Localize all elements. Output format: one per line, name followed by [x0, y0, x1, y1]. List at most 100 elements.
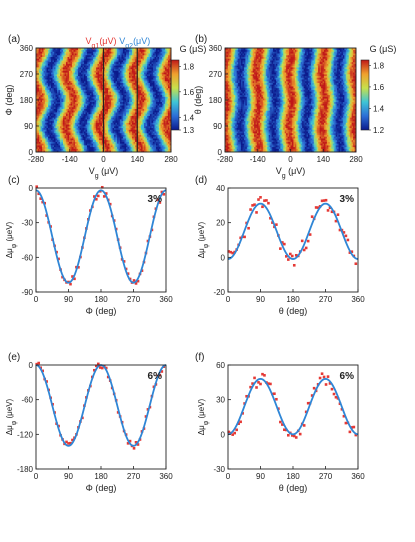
heatmap-cell	[109, 74, 112, 77]
heatmap-cell	[69, 145, 71, 148]
heatmap-cell	[97, 98, 100, 101]
heatmap-cell	[96, 68, 98, 71]
heatmap-cell	[37, 87, 40, 90]
heatmap-cell	[154, 106, 157, 109]
heatmap-cell	[132, 70, 134, 73]
heatmap-cell	[145, 127, 148, 130]
heatmap-cell	[160, 138, 163, 141]
heatmap-cell	[93, 77, 95, 80]
heatmap-cell	[130, 94, 133, 97]
heatmap-cell	[135, 129, 137, 132]
heatmap-cell	[139, 84, 142, 87]
heatmap-cell	[139, 105, 142, 108]
heatmap-cell	[87, 68, 89, 71]
heatmap-cell	[129, 132, 131, 135]
heatmap-cell	[115, 87, 118, 90]
heatmap-cell	[148, 84, 151, 87]
heatmap-cell	[156, 112, 158, 115]
heatmap-cell	[87, 56, 89, 59]
heatmap-cell	[156, 68, 158, 71]
heatmap-cell	[36, 103, 38, 106]
heatmap-cell	[115, 91, 118, 94]
heatmap-cell	[43, 84, 46, 87]
heatmap-cell	[133, 70, 136, 73]
heatmap-cell	[97, 93, 100, 96]
heatmap-cell	[64, 77, 67, 80]
heatmap-cell	[165, 91, 167, 94]
heatmap-cell	[168, 115, 170, 118]
heatmap-cell	[54, 96, 56, 99]
heatmap-cell	[163, 93, 166, 96]
heatmap-cell	[154, 126, 157, 129]
heatmap-cell	[46, 86, 49, 89]
heatmap-cell	[70, 79, 73, 82]
heatmap-cell	[81, 74, 83, 77]
heatmap-cell	[60, 112, 62, 115]
heatmap-cell	[165, 108, 167, 111]
heatmap-cell	[115, 75, 118, 78]
heatmap-cell	[63, 134, 65, 137]
heatmap-cell	[37, 98, 40, 101]
heatmap-cell	[60, 101, 62, 104]
heatmap-cell	[109, 120, 112, 123]
heatmap-cell	[147, 115, 149, 118]
heatmap-cell	[154, 87, 157, 90]
heatmap-cell	[165, 86, 167, 89]
heatmap-cell	[72, 117, 74, 120]
heatmap-cell	[123, 86, 125, 89]
heatmap-cell	[121, 145, 124, 148]
heatmap-cell	[69, 63, 71, 66]
heatmap-cell	[85, 106, 88, 109]
heatmap-cell	[70, 68, 73, 71]
heatmap-cell	[165, 67, 167, 70]
heatmap-cell	[139, 63, 142, 66]
heatmap-cell	[55, 141, 58, 144]
heatmap-cell	[120, 103, 122, 106]
heatmap-cell	[166, 126, 169, 129]
heatmap-cell	[88, 101, 91, 104]
heatmap-cell	[58, 77, 61, 80]
heatmap-cell	[165, 124, 167, 127]
heatmap-cell	[78, 143, 80, 146]
heatmap-cell	[166, 127, 169, 130]
heatmap-cell	[46, 139, 49, 142]
heatmap-cell	[39, 119, 41, 122]
heatmap-cell	[81, 63, 83, 66]
heatmap-cell	[54, 94, 56, 97]
heatmap-cell	[81, 68, 83, 71]
heatmap-cell	[127, 148, 130, 151]
heatmap-cell	[54, 132, 56, 135]
heatmap-cell	[117, 84, 119, 87]
heatmap-cell	[81, 77, 83, 80]
heatmap-cell	[121, 113, 124, 116]
heatmap-cell	[66, 67, 68, 70]
heatmap-cell	[124, 129, 127, 132]
heatmap-cell	[81, 132, 83, 135]
heatmap-cell	[118, 89, 121, 92]
heatmap-cell	[141, 79, 143, 82]
heatmap-cell	[37, 65, 40, 68]
heatmap-cell	[97, 96, 100, 99]
heatmap-cell	[151, 141, 154, 144]
heatmap-cell	[78, 138, 80, 141]
heatmap-cell	[37, 100, 40, 103]
heatmap-cell	[166, 105, 169, 108]
heatmap-cell	[39, 139, 41, 142]
heatmap-cell	[45, 119, 47, 122]
heatmap-cell	[51, 115, 53, 118]
heatmap-cell	[127, 119, 130, 122]
heatmap-cell	[69, 105, 71, 108]
heatmap-cell	[166, 72, 169, 75]
heatmap-cell	[52, 127, 55, 130]
heatmap-cell	[70, 141, 73, 144]
heatmap-cell	[49, 117, 52, 120]
heatmap-cell	[46, 150, 49, 153]
heatmap-cell	[84, 129, 86, 132]
heatmap-cell	[60, 120, 62, 123]
heatmap-cell	[54, 112, 56, 115]
heatmap-cell	[84, 101, 86, 104]
heatmap-cell	[60, 105, 62, 108]
heatmap-cell	[162, 138, 164, 141]
heatmap-cell	[108, 98, 110, 101]
heatmap-cell	[106, 58, 109, 61]
